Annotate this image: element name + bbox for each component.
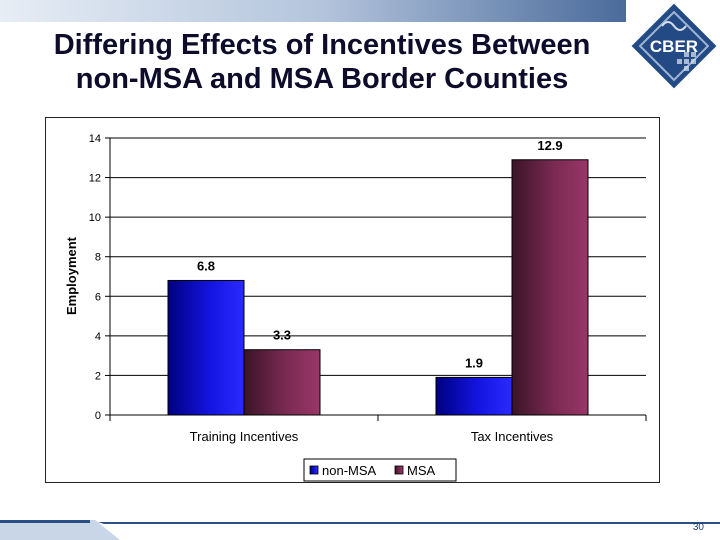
y-tick-label: 14 bbox=[89, 133, 101, 145]
data-label: 6.8 bbox=[197, 258, 215, 273]
x-category-label: Tax Incentives bbox=[471, 429, 554, 444]
bottom-banner bbox=[0, 512, 720, 540]
legend-swatch-non-msa bbox=[309, 465, 319, 475]
y-tick-label: 0 bbox=[95, 410, 101, 422]
cber-logo: CBER bbox=[626, 0, 720, 92]
bar-non-msa-1 bbox=[167, 279, 245, 416]
bar-msa-1 bbox=[243, 349, 321, 416]
data-label: 1.9 bbox=[465, 355, 483, 370]
bar-msa-2 bbox=[511, 159, 589, 416]
labels: 0 2 4 6 8 10 12 14 Training Incentives 6.8 3.3 Tax … bbox=[89, 133, 563, 444]
bar-chart: 0 2 4 6 8 10 12 14 Training Incentives 6.8 3.3 Tax … bbox=[64, 133, 647, 482]
x-category-label: Training Incentives bbox=[190, 429, 299, 444]
legend-label-non-msa: non-MSA bbox=[322, 463, 377, 478]
logo-text: CBER bbox=[650, 37, 698, 56]
page-number: 30 bbox=[692, 522, 704, 533]
title-line-2: non-MSA and MSA Border Counties bbox=[75, 63, 569, 95]
y-tick-label: 12 bbox=[89, 173, 101, 185]
legend-label-msa: MSA bbox=[407, 463, 436, 478]
y-tick-label: 8 bbox=[95, 252, 101, 264]
y-tick-label: 4 bbox=[95, 331, 101, 343]
bar-non-msa-2 bbox=[435, 376, 513, 416]
legend-swatch-msa bbox=[394, 465, 404, 475]
y-axis-label: Employment bbox=[64, 236, 79, 315]
top-banner bbox=[0, 0, 720, 22]
title-line-1: Differing Effects of Incentives Between bbox=[53, 29, 591, 61]
slide-title: Differing Effects of Incentives Between … bbox=[22, 28, 622, 96]
y-tick-label: 10 bbox=[89, 212, 101, 224]
y-tick-label: 6 bbox=[95, 291, 101, 303]
data-label: 3.3 bbox=[273, 328, 291, 343]
data-label: 12.9 bbox=[537, 138, 562, 153]
y-tick-label: 2 bbox=[95, 370, 101, 382]
bars bbox=[167, 159, 589, 416]
legend-box bbox=[303, 458, 457, 482]
legend: non-MSA MSA bbox=[303, 458, 457, 482]
chart-frame: 0 2 4 6 8 10 12 14 Training Incentives 6.8 3.3 Tax … bbox=[45, 117, 660, 483]
